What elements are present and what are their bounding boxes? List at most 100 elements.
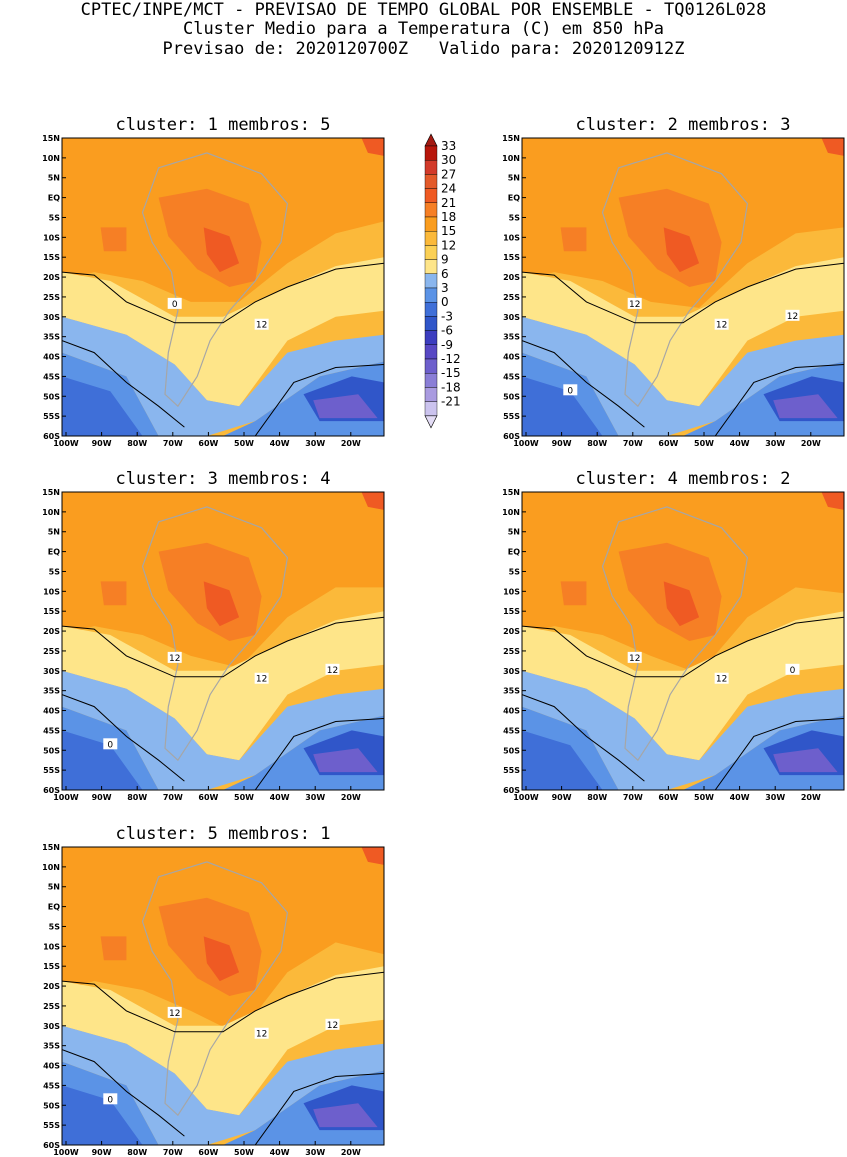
color-band xyxy=(203,581,240,627)
colorbar-label: -18 xyxy=(441,380,461,394)
lat-tick-label: 10N xyxy=(42,154,60,163)
contour-label: 0 xyxy=(785,663,800,676)
lon-tick-label: 90W xyxy=(552,439,572,448)
lat-tick-label: 10N xyxy=(42,508,60,517)
colorbar-swatch xyxy=(424,330,438,346)
lat-tick-label: 15S xyxy=(503,607,520,616)
colorbar-swatch xyxy=(424,344,438,360)
colorbar-label: 3 xyxy=(441,281,449,295)
svg-text:12: 12 xyxy=(629,654,640,664)
color-band xyxy=(773,394,838,419)
contour-0 xyxy=(62,340,185,428)
color-band xyxy=(560,227,587,252)
svg-text:12: 12 xyxy=(716,675,727,685)
contour-label: 0 xyxy=(103,1093,118,1105)
color-band xyxy=(522,376,603,436)
colorbar-swatch xyxy=(424,202,438,218)
colorbar-swatch xyxy=(424,245,438,260)
header-line-3: Previsao de: 2020120700Z Valido para: 20… xyxy=(162,39,685,59)
contour-label: 0 xyxy=(563,384,578,396)
lat-tick-label: 15N xyxy=(42,843,60,852)
colorbar-label: -15 xyxy=(441,366,461,380)
lat-tick-label: 5S xyxy=(49,567,61,576)
lon-tick-label: 60W xyxy=(198,1148,218,1157)
svg-text:12: 12 xyxy=(256,1030,267,1040)
lat-tick-label: 20S xyxy=(43,627,60,636)
lat-tick-label: 5S xyxy=(49,213,61,222)
lon-tick-label: 60W xyxy=(658,793,678,802)
svg-text:12: 12 xyxy=(716,321,727,331)
map-panel-2: cluster: 2 membros: 3 12 12 12 0 15N 10N 5N EQ 5S… xyxy=(502,115,845,448)
lat-tick-label: 15N xyxy=(502,488,520,497)
colorbar-swatch xyxy=(424,316,438,331)
temperature-field xyxy=(62,138,384,436)
color-band xyxy=(560,581,587,606)
contour-label: 12 xyxy=(325,1018,340,1031)
colorbar-label: 21 xyxy=(441,196,456,210)
lat-tick-label: 10N xyxy=(502,154,520,163)
lat-tick-label: 55S xyxy=(43,412,60,421)
lon-tick-label: 30W xyxy=(765,439,785,448)
lon-tick-label: 100W xyxy=(53,793,79,802)
lat-tick-label: 35S xyxy=(43,1042,60,1051)
lat-tick-label: 25S xyxy=(43,1002,60,1011)
lat-tick-label: 10S xyxy=(503,587,520,596)
lon-tick-label: 50W xyxy=(234,793,254,802)
coastline xyxy=(141,861,289,1117)
lon-tick-label: 50W xyxy=(694,439,714,448)
lat-tick-label: 40S xyxy=(503,353,520,362)
color-band xyxy=(62,966,384,1116)
color-band xyxy=(361,847,384,865)
svg-text:12: 12 xyxy=(169,654,180,664)
lon-tick-label: 20W xyxy=(341,1148,361,1157)
lon-tick-label: 20W xyxy=(341,439,361,448)
contour-label: 12 xyxy=(254,1027,269,1040)
map-panel-3: cluster: 3 membros: 4 12 12 12 0 15N 10N 5N EQ 5S… xyxy=(42,469,385,802)
color-band xyxy=(100,581,127,606)
contour-label: 12 xyxy=(254,318,269,331)
lon-tick-label: 30W xyxy=(305,1148,325,1157)
colorbar-swatch xyxy=(424,174,438,189)
lat-tick-label: 25S xyxy=(43,647,60,656)
lat-tick-label: EQ xyxy=(48,194,60,203)
temperature-field xyxy=(522,138,844,436)
colorbar-swatch xyxy=(424,230,438,246)
colorbar-swatch xyxy=(424,373,438,388)
lon-tick-label: 100W xyxy=(513,439,539,448)
color-band xyxy=(203,227,240,273)
lat-tick-label: 55S xyxy=(503,766,520,775)
color-band xyxy=(100,227,127,252)
svg-text:12: 12 xyxy=(256,321,267,331)
lon-tick-label: 40W xyxy=(270,1148,290,1157)
colorbar-swatch xyxy=(424,287,438,303)
color-band xyxy=(361,492,384,510)
lon-tick-label: 80W xyxy=(127,793,147,802)
lat-tick-label: 10S xyxy=(503,233,520,242)
contour-12 xyxy=(522,616,844,678)
svg-text:0: 0 xyxy=(172,300,178,310)
lat-tick-label: 5S xyxy=(509,213,521,222)
colorbar-bottom-arrow xyxy=(424,415,438,429)
colorbar-label: 0 xyxy=(441,295,449,309)
lat-tick-label: 5S xyxy=(49,922,61,931)
lat-tick-label: 20S xyxy=(503,273,520,282)
lat-tick-label: 60S xyxy=(43,1141,60,1150)
contour-12 xyxy=(62,262,384,324)
svg-text:12: 12 xyxy=(169,1009,180,1019)
panel-frame xyxy=(61,137,385,437)
colorbar-label: 6 xyxy=(441,267,449,281)
coastline xyxy=(601,506,749,762)
contour-label: 12 xyxy=(714,672,729,685)
contour-0 xyxy=(62,1049,185,1137)
lat-tick-label: 45S xyxy=(43,1081,60,1090)
lat-tick-label: EQ xyxy=(48,903,60,912)
color-band xyxy=(663,581,700,627)
lon-tick-label: 20W xyxy=(801,793,821,802)
contour-0 xyxy=(254,1073,384,1145)
lat-tick-label: 15S xyxy=(503,253,520,262)
lat-tick-label: 25S xyxy=(503,647,520,656)
lat-tick-label: 15S xyxy=(43,962,60,971)
contour-label: 12 xyxy=(167,1006,182,1019)
colorbar-label: 33 xyxy=(441,139,456,153)
lat-tick-label: 35S xyxy=(503,333,520,342)
